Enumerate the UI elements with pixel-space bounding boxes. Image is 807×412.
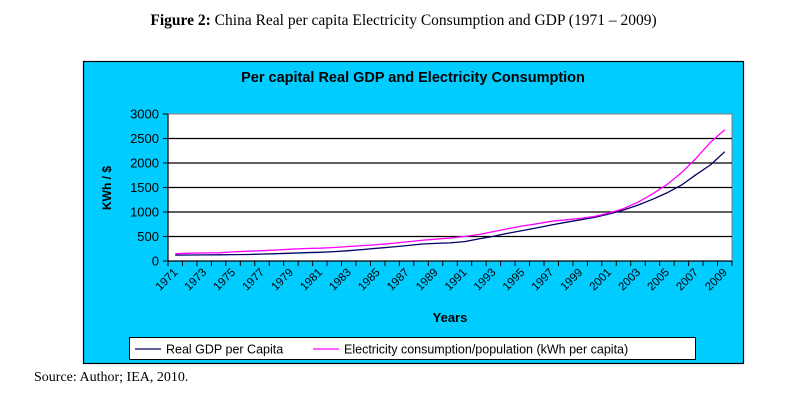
chart-title: Per capital Real GDP and Electricity Con… [241, 70, 585, 86]
legend: Real GDP per Capita Electricity consumpt… [129, 337, 696, 360]
y-tick-label: 1500 [130, 180, 159, 195]
figure-caption: Figure 2: China Real per capita Electric… [0, 12, 807, 30]
figure-caption-text: China Real per capita Electricity Consum… [214, 12, 657, 29]
y-tick-label: 500 [137, 229, 159, 244]
y-tick-label: 2500 [130, 131, 159, 146]
legend-box [129, 337, 696, 360]
legend-label-electricity: Electricity consumption/population (kWh … [344, 343, 628, 357]
legend-label-gdp: Real GDP per Capita [166, 343, 283, 357]
y-tick-label: 3000 [130, 107, 159, 122]
y-tick-label: 0 [152, 254, 159, 269]
y-axis-label: KWh / $ [100, 166, 114, 210]
figure-label: Figure 2: [150, 12, 211, 29]
x-axis-label: Years [433, 310, 468, 325]
y-tick-label: 1000 [130, 205, 159, 220]
series-line-gdp [175, 151, 726, 256]
y-tick-label: 2000 [130, 156, 159, 171]
source-note: Source: Author; IEA, 2010. [34, 370, 189, 385]
series-line-electricity [175, 129, 726, 255]
